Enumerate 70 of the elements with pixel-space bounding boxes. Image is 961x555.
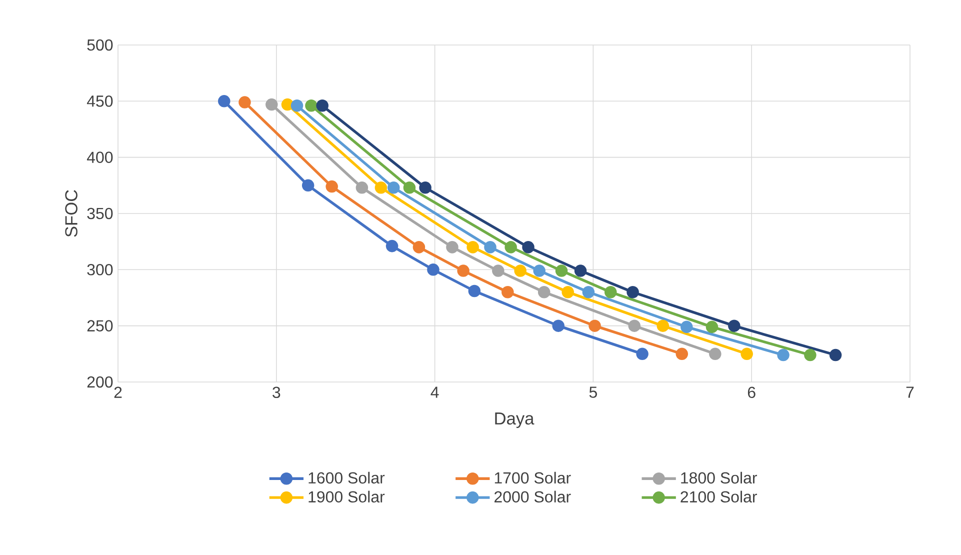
point (804, 348, 816, 362)
point (326, 180, 338, 193)
point (777, 348, 790, 362)
x-tick-label: 3 (272, 386, 280, 398)
legend-label: 1900 Solar (308, 490, 385, 503)
point (412, 241, 426, 254)
y-tick-label: 250 (87, 320, 113, 332)
x-tick-label: 7 (906, 386, 914, 398)
point (728, 320, 740, 332)
y-tick-label: 500 (87, 39, 113, 51)
point (504, 241, 517, 254)
point (604, 286, 617, 298)
x-tick-label: 4 (430, 386, 439, 398)
legend-label: 2100 Solar (680, 490, 757, 503)
y-tick-label: 300 (87, 264, 113, 276)
point (636, 348, 648, 360)
point (356, 182, 368, 194)
point (427, 264, 440, 276)
point (266, 98, 278, 111)
point (290, 100, 304, 112)
point (302, 179, 314, 192)
x-tick-label: 5 (589, 386, 597, 398)
x-tick-label: 2 (114, 386, 122, 398)
point (582, 286, 595, 298)
point (522, 241, 534, 254)
point (468, 284, 481, 298)
point (419, 182, 432, 194)
point (374, 182, 388, 194)
legend-label: 1600 Solar (308, 472, 385, 484)
point (514, 264, 526, 277)
point (281, 98, 294, 111)
point (386, 240, 398, 252)
point (740, 348, 753, 360)
point (316, 100, 328, 112)
point (484, 241, 496, 254)
point (562, 286, 574, 298)
point (403, 182, 416, 194)
point (626, 286, 639, 298)
point (492, 264, 504, 277)
point (706, 320, 718, 334)
point (533, 264, 546, 277)
x-tick-label: 6 (748, 386, 756, 398)
point (709, 348, 722, 360)
point (628, 320, 641, 332)
legend-label: 1700 Solar (494, 472, 571, 484)
point (446, 241, 458, 254)
x-axis-title: Daya (495, 412, 534, 428)
point (680, 320, 693, 334)
point (555, 264, 568, 277)
y-axis-title: SFOC (65, 190, 78, 237)
point (218, 95, 230, 108)
y-tick-label: 350 (87, 208, 113, 220)
point (538, 286, 550, 298)
y-tick-label: 200 (87, 376, 113, 388)
point (502, 286, 514, 298)
point (552, 320, 564, 332)
point (305, 100, 318, 112)
point (676, 348, 688, 360)
point (457, 264, 470, 277)
point (574, 264, 587, 277)
y-tick-label: 400 (86, 152, 113, 163)
legend-label: 1800 Solar (681, 472, 757, 484)
point (466, 241, 479, 254)
y-tick-label: 450 (86, 95, 113, 107)
point (238, 96, 251, 108)
point (656, 320, 670, 332)
point (588, 320, 601, 332)
point (829, 348, 842, 362)
legend-label: 2000 Solar (494, 490, 571, 503)
point (387, 182, 400, 194)
